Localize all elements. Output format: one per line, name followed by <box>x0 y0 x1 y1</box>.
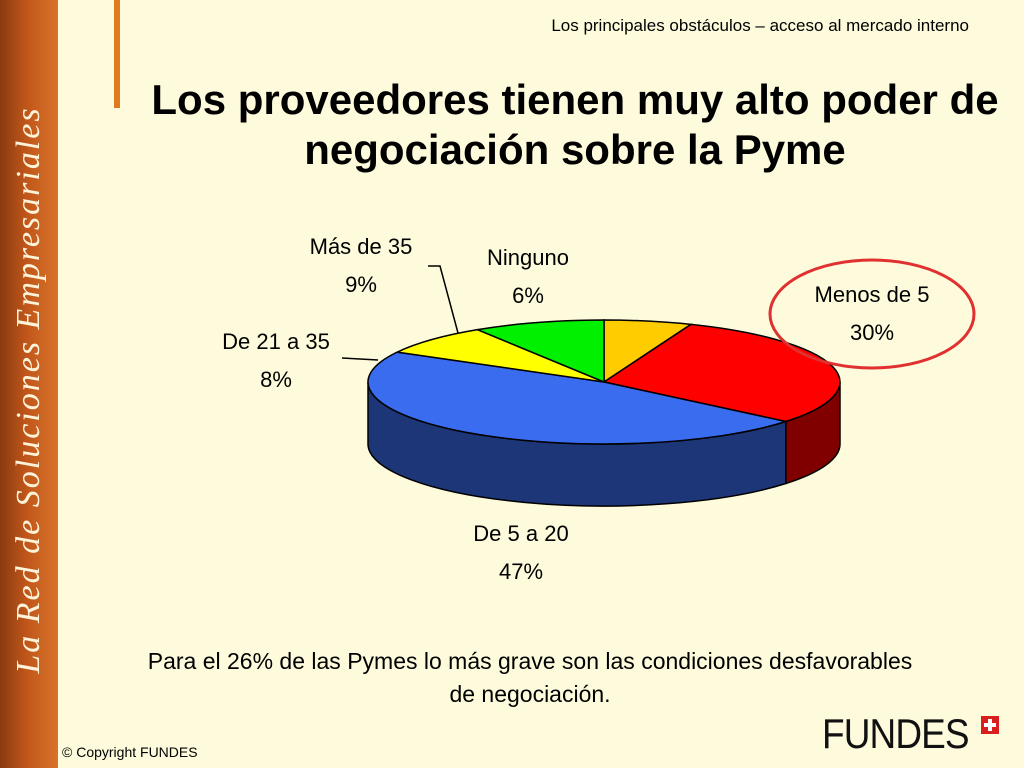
pie-labels: Ninguno 6% Menos de 5 30% De 5 a 20 47% De 21 … <box>222 234 929 584</box>
slice-label-mas-de-35: Más de 35 <box>310 234 413 259</box>
footnote: Para el 26% de las Pymes lo más grave so… <box>147 648 913 707</box>
slice-label-menos-de-5: Menos de 5 <box>815 282 930 307</box>
leader-line-de-21-a-35 <box>341 357 379 361</box>
pie-slices <box>367 319 841 445</box>
pie-slice-de-5-a-20 <box>367 351 789 445</box>
pie-slice-mas-de-35 <box>474 319 605 384</box>
sidebar-band: La Red de Soluciones Empresariales <box>0 0 58 768</box>
pie-slice-de-21-a-35 <box>394 328 605 383</box>
pie-leader-lines <box>341 265 459 361</box>
slice-value-mas-de-35: 9% <box>345 272 377 297</box>
slice-value-de-21-a-35: 8% <box>260 367 292 392</box>
slide-title: Los proveedores tienen muy alto poder de… <box>151 76 999 173</box>
swiss-cross-icon <box>980 716 999 734</box>
slice-value-menos-de-5: 30% <box>850 320 894 345</box>
accent-bar <box>114 0 120 108</box>
fundes-logo: FUNDES <box>822 712 999 756</box>
logo-wordmark: FUNDES <box>822 710 970 757</box>
highlight-circle <box>768 258 976 370</box>
header-subtitle: Los principales obstáculos – acceso al m… <box>551 16 969 35</box>
pie-slice-menos-de-5 <box>602 323 841 423</box>
slice-value-de-5-a-20: 47% <box>499 559 543 584</box>
slice-label-de-21-a-35: De 21 a 35 <box>222 329 330 354</box>
slice-value-ninguno: 6% <box>512 283 544 308</box>
slice-label-ninguno: Ninguno <box>487 245 569 270</box>
slice-label-de-5-a-20: De 5 a 20 <box>473 521 568 546</box>
leader-line-mas-de-35 <box>428 265 459 334</box>
copyright-text: © Copyright FUNDES <box>62 744 198 760</box>
